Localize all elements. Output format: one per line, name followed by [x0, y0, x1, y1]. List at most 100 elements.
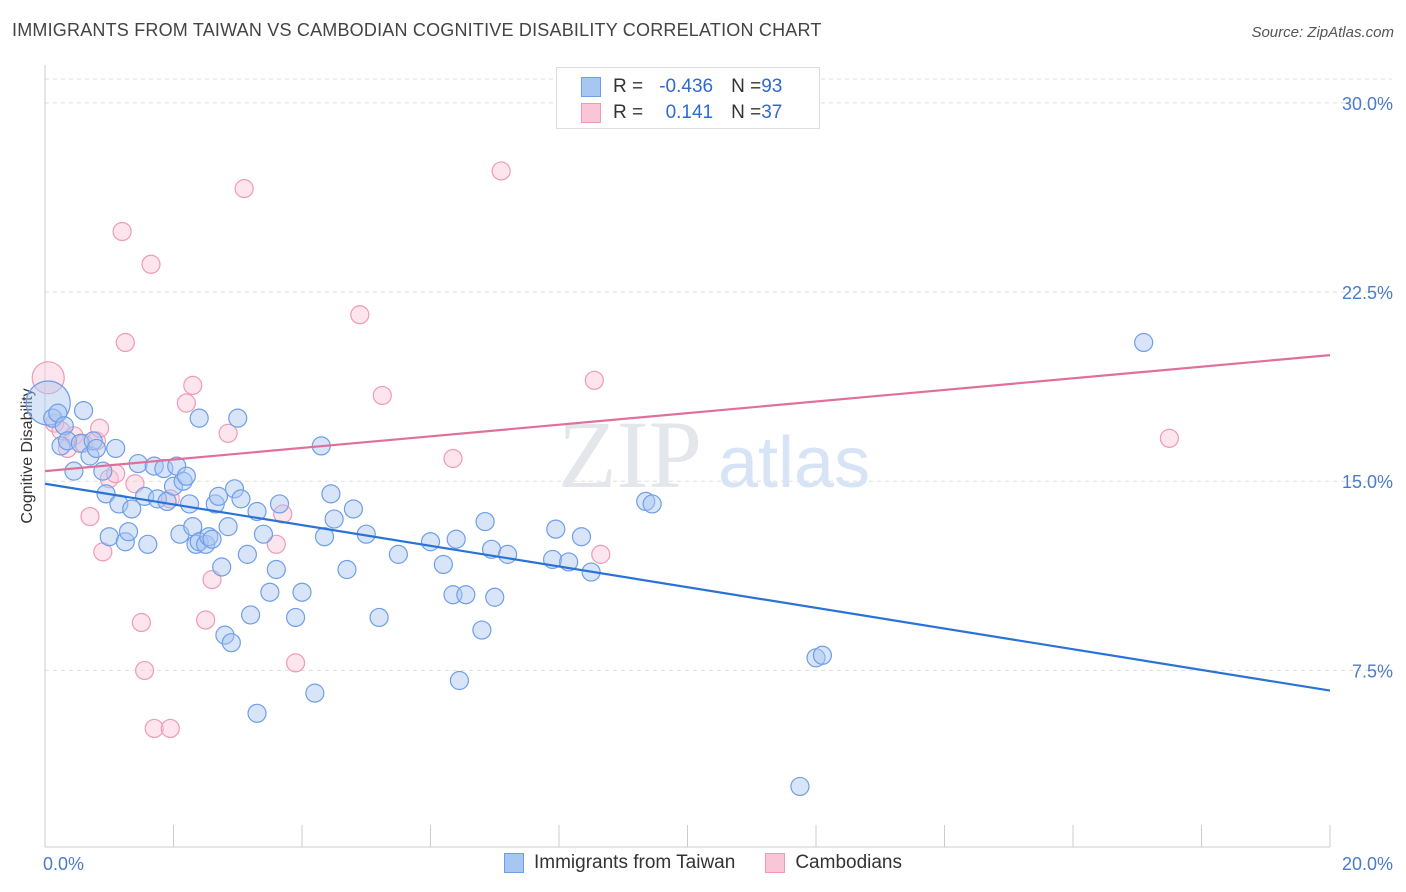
point-taiwan: [324, 509, 344, 529]
y-tick-label: 7.5%: [1352, 661, 1393, 681]
point-taiwan: [202, 529, 222, 549]
point-taiwan: [446, 529, 466, 549]
point-cambodians: [134, 660, 155, 681]
point-taiwan: [305, 683, 325, 703]
y-tick-label: 22.5%: [1342, 283, 1393, 303]
legend-item-taiwan[interactable]: Immigrants from Taiwan: [504, 852, 735, 874]
point-cambodians: [125, 474, 145, 494]
point-cambodians: [31, 361, 65, 395]
legend-r-value: 0.141: [665, 102, 714, 123]
point-cambodians: [160, 718, 180, 739]
point-taiwan: [369, 607, 389, 628]
point-taiwan: [247, 501, 267, 522]
point-taiwan: [173, 471, 193, 491]
point-taiwan: [266, 559, 286, 580]
legend-label-cambodians: Cambodians: [795, 852, 902, 873]
stats-legend: R = -0.436 N = 93 R = 0.141 N = 37: [556, 67, 820, 129]
point-taiwan: [215, 625, 235, 645]
point-taiwan: [122, 499, 142, 519]
point-cambodians: [1159, 428, 1179, 448]
chart-title: IMMIGRANTS FROM TAIWAN VS CAMBODIAN COGN…: [12, 20, 822, 40]
x-tick-label-min: 0.0%: [43, 854, 84, 874]
point-cambodians: [202, 570, 222, 590]
point-taiwan: [51, 436, 71, 456]
point-cambodians: [196, 610, 216, 630]
point-taiwan: [253, 524, 274, 544]
point-cambodians: [218, 423, 238, 443]
point-taiwan: [176, 466, 196, 486]
point-taiwan: [237, 544, 257, 564]
point-taiwan: [212, 557, 232, 577]
y-tick-label: 30.0%: [1342, 94, 1393, 114]
point-taiwan: [260, 582, 280, 602]
point-taiwan: [1134, 332, 1154, 353]
trend-line-cambodians: [44, 354, 1331, 473]
point-cambodians: [285, 653, 306, 673]
point-taiwan: [498, 544, 518, 564]
source-credit: Source: ZipAtlas.com: [1251, 24, 1394, 41]
watermark-zip: ZIP: [558, 401, 702, 508]
point-taiwan: [54, 416, 74, 436]
point-taiwan: [218, 517, 238, 537]
legend-n-label: N =: [731, 102, 762, 123]
point-cambodians: [266, 534, 286, 554]
point-cambodians: [80, 506, 100, 527]
point-cambodians: [584, 370, 604, 390]
point-taiwan: [449, 670, 470, 691]
legend-n-value: 37: [761, 102, 783, 123]
point-taiwan: [388, 544, 408, 564]
grid: [45, 78, 1392, 671]
point-taiwan: [48, 403, 68, 423]
point-cambodians: [90, 418, 110, 438]
legend-n-value: 93: [761, 76, 783, 97]
point-taiwan: [189, 408, 209, 428]
legend-r-label: R =: [613, 102, 644, 123]
trend-line-taiwan: [44, 482, 1331, 692]
point-cambodians: [115, 332, 135, 353]
point-taiwan: [73, 400, 94, 421]
legend-n-label: N =: [731, 76, 762, 97]
series-legend: Immigrants from Taiwan Cambodians: [0, 852, 1406, 874]
point-taiwan: [321, 484, 341, 504]
point-taiwan: [337, 559, 357, 580]
watermark-atlas: atlas: [718, 423, 870, 503]
point-taiwan: [64, 461, 84, 481]
point-taiwan: [472, 620, 492, 640]
point-taiwan: [106, 438, 126, 459]
point-taiwan: [269, 494, 290, 514]
watermark: ZIP atlas: [558, 401, 870, 508]
point-taiwan: [433, 554, 453, 575]
point-taiwan: [241, 605, 261, 625]
point-cambodians: [144, 718, 164, 739]
point-taiwan: [420, 532, 441, 552]
point-taiwan: [228, 408, 248, 428]
legend-label-taiwan: Immigrants from Taiwan: [534, 852, 736, 873]
point-cambodians: [591, 544, 611, 564]
legend-item-cambodians[interactable]: Cambodians: [765, 852, 902, 874]
legend-row-cambodians: R = 0.141 N = 37: [581, 101, 782, 125]
point-taiwan: [86, 438, 107, 459]
point-taiwan: [25, 380, 71, 426]
axes: [44, 65, 1331, 848]
legend-swatch-cambodians: [765, 853, 786, 873]
point-taiwan: [812, 645, 833, 665]
tick-labels: 7.5% 15.0% 22.5% 30.0% 0.0% 20.0%: [43, 94, 1393, 874]
point-cambodians: [491, 161, 511, 181]
point-taiwan: [224, 479, 245, 499]
point-taiwan: [221, 633, 241, 653]
legend-r-value: -0.436: [659, 76, 714, 97]
point-cambodians: [372, 385, 392, 406]
point-taiwan: [208, 486, 229, 506]
point-taiwan: [99, 527, 119, 547]
point-taiwan: [292, 582, 312, 602]
legend-swatch-taiwan: [581, 77, 601, 97]
trend-lines: [44, 354, 1331, 692]
point-taiwan: [642, 494, 662, 514]
point-taiwan: [199, 527, 219, 547]
legend-r-label: R =: [613, 76, 644, 97]
point-cambodians: [141, 254, 161, 274]
x-tick-label-max: 20.0%: [1342, 854, 1393, 874]
point-cambodians: [234, 179, 254, 199]
series-taiwan: [25, 332, 1154, 797]
